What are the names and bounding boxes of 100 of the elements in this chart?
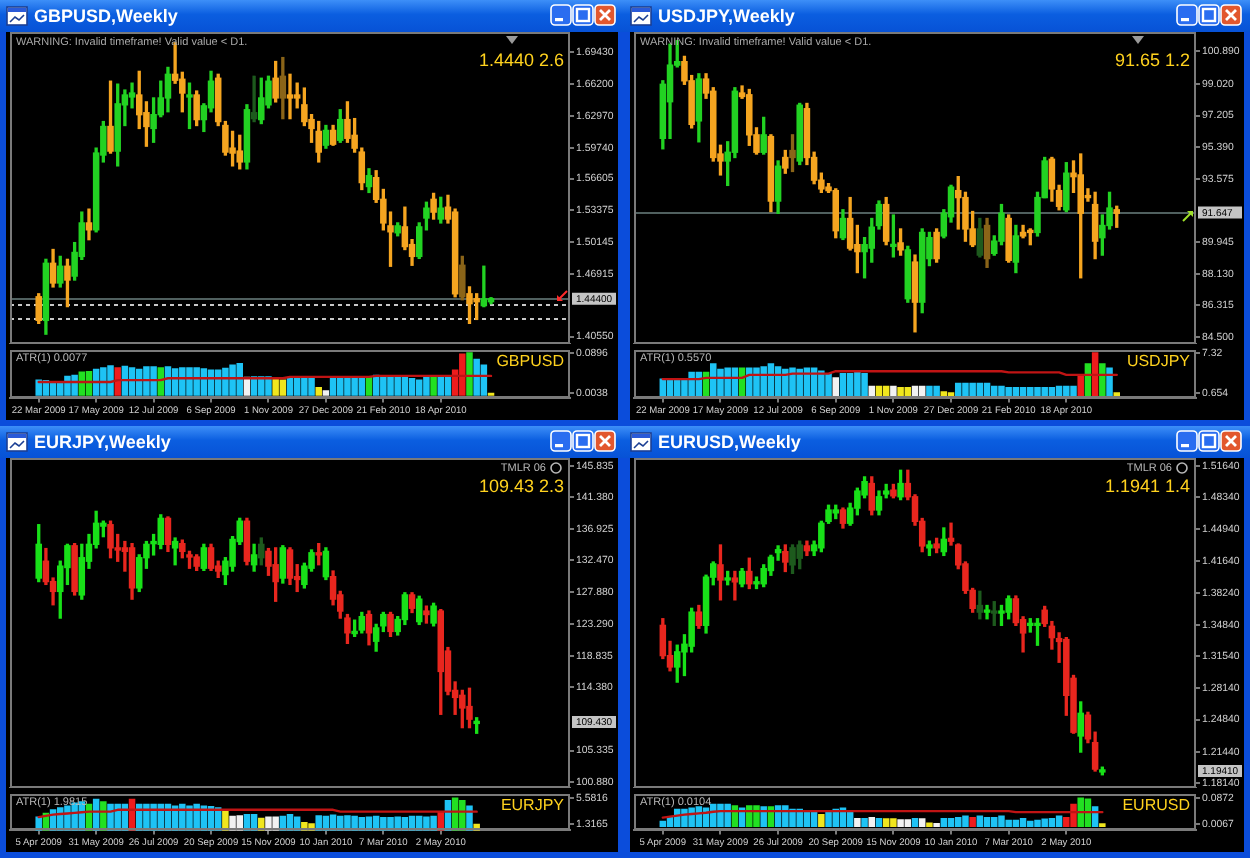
bar bbox=[394, 377, 401, 396]
bar bbox=[868, 816, 876, 827]
bar bbox=[35, 379, 42, 396]
bar bbox=[322, 390, 330, 396]
bar bbox=[832, 377, 839, 398]
annotation: GBPUSD bbox=[496, 352, 565, 371]
bar bbox=[222, 367, 229, 396]
bar bbox=[1077, 376, 1084, 398]
bar bbox=[890, 818, 897, 827]
bar bbox=[825, 372, 832, 398]
bar bbox=[753, 805, 760, 827]
bar bbox=[854, 817, 861, 827]
bar bbox=[789, 367, 796, 398]
bar bbox=[753, 367, 760, 398]
annotation: EURUSD bbox=[1122, 796, 1191, 815]
bar bbox=[1041, 818, 1048, 827]
annotation: 1.4440 2.6 bbox=[478, 49, 564, 70]
bar bbox=[998, 815, 1005, 827]
bar bbox=[315, 815, 322, 831]
bar bbox=[265, 816, 272, 831]
bar bbox=[717, 803, 724, 827]
bar bbox=[782, 805, 789, 827]
bar bbox=[229, 364, 236, 396]
bar bbox=[940, 817, 948, 827]
bar bbox=[222, 810, 229, 831]
bar bbox=[408, 378, 416, 396]
bar bbox=[954, 816, 962, 827]
bar bbox=[724, 803, 731, 827]
bar bbox=[1048, 817, 1056, 827]
bar bbox=[861, 817, 868, 827]
chart-title: USDJPY,Weekly bbox=[658, 4, 795, 28]
bar bbox=[1106, 367, 1113, 398]
bar bbox=[236, 362, 243, 396]
bar bbox=[423, 816, 430, 831]
bar bbox=[71, 374, 78, 396]
bar bbox=[394, 816, 401, 831]
bar bbox=[466, 352, 473, 396]
bar bbox=[746, 805, 753, 827]
bar bbox=[717, 368, 724, 398]
bar bbox=[279, 379, 287, 396]
bar bbox=[875, 817, 883, 827]
bar bbox=[962, 815, 969, 827]
bar bbox=[1099, 363, 1106, 398]
chart-title: GBPUSD,Weekly bbox=[34, 4, 178, 28]
annotation: 109.43 2.3 bbox=[478, 475, 564, 496]
bar bbox=[179, 367, 186, 396]
bar bbox=[423, 377, 430, 396]
bar bbox=[344, 815, 351, 831]
bar bbox=[969, 816, 976, 827]
bar bbox=[710, 363, 717, 398]
bar bbox=[380, 376, 387, 396]
chart-title: EURJPY,Weekly bbox=[34, 430, 171, 454]
bar bbox=[854, 371, 861, 398]
bar bbox=[315, 386, 322, 396]
bar bbox=[991, 816, 998, 827]
bar bbox=[272, 816, 279, 831]
bar bbox=[265, 376, 272, 396]
bar bbox=[1027, 820, 1034, 827]
bar bbox=[688, 807, 695, 827]
bar bbox=[272, 378, 279, 396]
bar bbox=[286, 378, 294, 396]
bar bbox=[258, 376, 265, 396]
bar bbox=[911, 817, 919, 827]
bar bbox=[724, 367, 731, 398]
bar bbox=[459, 353, 466, 396]
annotation: EURJPY bbox=[500, 796, 566, 815]
bar bbox=[760, 806, 767, 827]
bar bbox=[64, 375, 71, 396]
bar bbox=[1070, 803, 1077, 827]
bar bbox=[969, 382, 976, 398]
bar bbox=[308, 377, 315, 396]
chart-title: EURUSD,Weekly bbox=[658, 430, 801, 454]
bar bbox=[904, 819, 912, 827]
bar bbox=[387, 377, 394, 396]
bar bbox=[107, 365, 114, 396]
annotation: 1.1941 1.4 bbox=[1104, 475, 1190, 496]
candlestick bbox=[731, 570, 739, 601]
bar bbox=[473, 358, 480, 396]
bar bbox=[114, 367, 121, 396]
bar bbox=[760, 366, 767, 398]
bar bbox=[746, 367, 753, 398]
bar bbox=[150, 366, 157, 396]
bar bbox=[1077, 797, 1084, 827]
bar bbox=[193, 367, 200, 396]
bar bbox=[1034, 819, 1041, 827]
bar bbox=[897, 819, 904, 827]
bar bbox=[186, 367, 193, 396]
annotation: USDJPY bbox=[1126, 352, 1192, 371]
bar bbox=[918, 818, 926, 827]
bar bbox=[962, 382, 969, 398]
bar bbox=[236, 815, 243, 831]
bar bbox=[143, 366, 150, 396]
bar bbox=[882, 818, 890, 827]
bar bbox=[861, 372, 868, 398]
bar bbox=[1005, 819, 1012, 827]
bar bbox=[401, 377, 409, 396]
bar bbox=[947, 817, 955, 827]
bar bbox=[100, 367, 107, 396]
candlestick bbox=[286, 73, 294, 120]
bar bbox=[818, 814, 825, 827]
